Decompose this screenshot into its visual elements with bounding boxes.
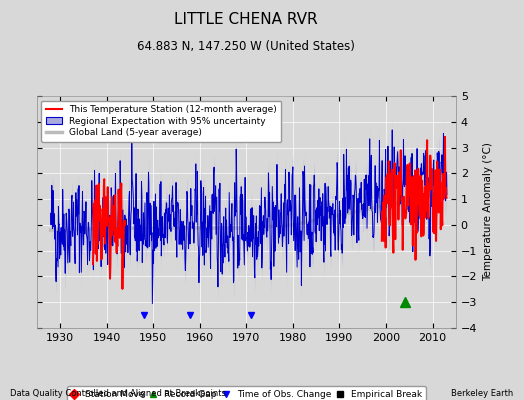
Text: Data Quality Controlled and Aligned at Breakpoints: Data Quality Controlled and Aligned at B… — [10, 389, 226, 398]
Text: Berkeley Earth: Berkeley Earth — [451, 389, 514, 398]
Legend: Station Move, Record Gap, Time of Obs. Change, Empirical Break: Station Move, Record Gap, Time of Obs. C… — [67, 386, 425, 400]
Y-axis label: Temperature Anomaly (°C): Temperature Anomaly (°C) — [483, 142, 493, 282]
Text: LITTLE CHENA RVR: LITTLE CHENA RVR — [174, 12, 318, 27]
Text: 64.883 N, 147.250 W (United States): 64.883 N, 147.250 W (United States) — [137, 40, 355, 53]
